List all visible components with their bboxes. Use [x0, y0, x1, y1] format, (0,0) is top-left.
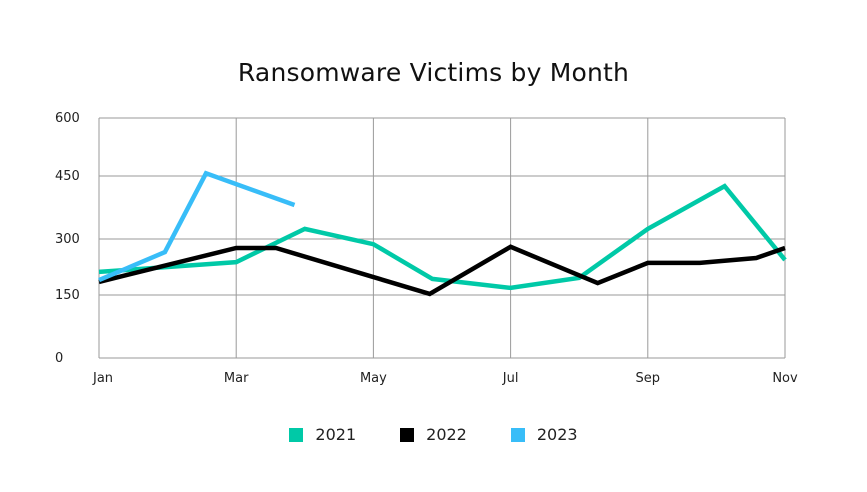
y-tick-label: 600: [55, 111, 80, 126]
data-series: [98, 170, 787, 297]
y-tick-label: 150: [55, 288, 80, 303]
legend-item-2023: 2023: [510, 425, 578, 444]
x-axis-ticks: Jan Mar May Jul Sep Nov: [92, 371, 798, 386]
y-tick-label: 0: [55, 351, 63, 366]
chart-legend: 2021 2022 2023: [0, 425, 867, 444]
series-line-2021: [98, 183, 787, 291]
legend-item-2022: 2022: [400, 425, 467, 444]
series-line-2023: [98, 170, 296, 283]
x-tick-label: Jul: [502, 371, 519, 386]
legend-swatch-icon: [289, 427, 304, 442]
legend-label: 2021: [315, 425, 357, 444]
y-tick-label: 300: [55, 232, 80, 247]
y-tick-label: 450: [55, 169, 80, 184]
x-tick-label: Jan: [92, 371, 113, 386]
chart-title: Ransomware Victims by Month: [237, 58, 630, 87]
x-tick-label: May: [360, 371, 387, 386]
legend-label: 2023: [536, 425, 578, 444]
legend-swatch-icon: [510, 427, 525, 442]
y-axis-ticks: 0 150 300 450 600: [55, 111, 80, 366]
x-tick-label: Sep: [636, 371, 661, 386]
grid-lines: [98, 117, 786, 359]
x-tick-label: Nov: [772, 371, 798, 386]
x-tick-label: Mar: [224, 371, 249, 386]
legend-swatch-icon: [400, 427, 415, 442]
series-line-2022: [98, 244, 786, 297]
legend-item-2021: 2021: [289, 425, 356, 444]
legend-label: 2022: [426, 425, 467, 444]
